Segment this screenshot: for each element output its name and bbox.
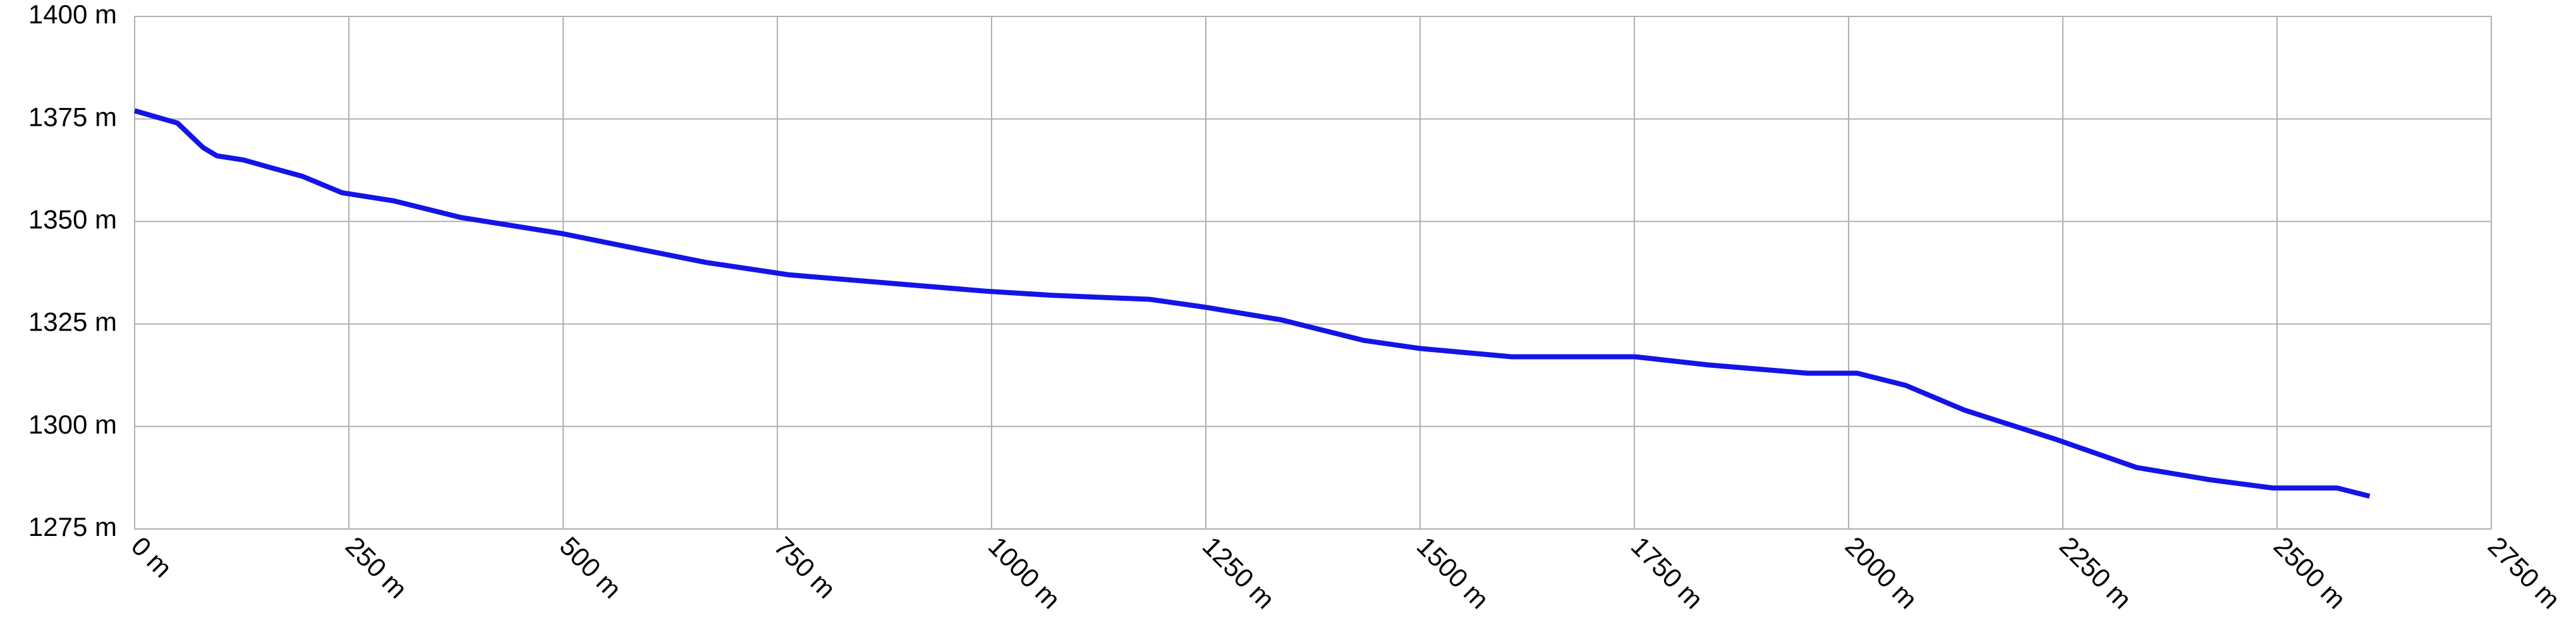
x-tick-label: 250 m (340, 531, 413, 604)
x-tick-label: 2000 m (1840, 531, 1923, 614)
x-tick-label: 750 m (769, 531, 842, 604)
y-tick-label: 1300 m (28, 410, 117, 439)
x-tick-label: 2750 m (2482, 531, 2566, 614)
y-tick-label: 1325 m (28, 307, 117, 337)
x-tick-label: 1000 m (983, 531, 1066, 614)
y-tick-label: 1375 m (28, 102, 117, 131)
x-tick-label: 2250 m (2054, 531, 2137, 614)
elevation-line (133, 108, 2371, 499)
x-tick-label: 2500 m (2268, 531, 2352, 614)
x-tick-label: 1500 m (1411, 531, 1495, 614)
x-tick-label: 1250 m (1197, 531, 1280, 614)
y-tick-label: 1275 m (28, 512, 117, 542)
x-tick-label: 1750 m (1625, 531, 1709, 614)
plot-frame (134, 16, 2492, 530)
x-tick-label: 500 m (554, 531, 628, 604)
x-tick-label: 0 m (126, 531, 178, 583)
y-tick-label: 1350 m (28, 204, 117, 234)
y-tick-label: 1400 m (28, 0, 117, 29)
